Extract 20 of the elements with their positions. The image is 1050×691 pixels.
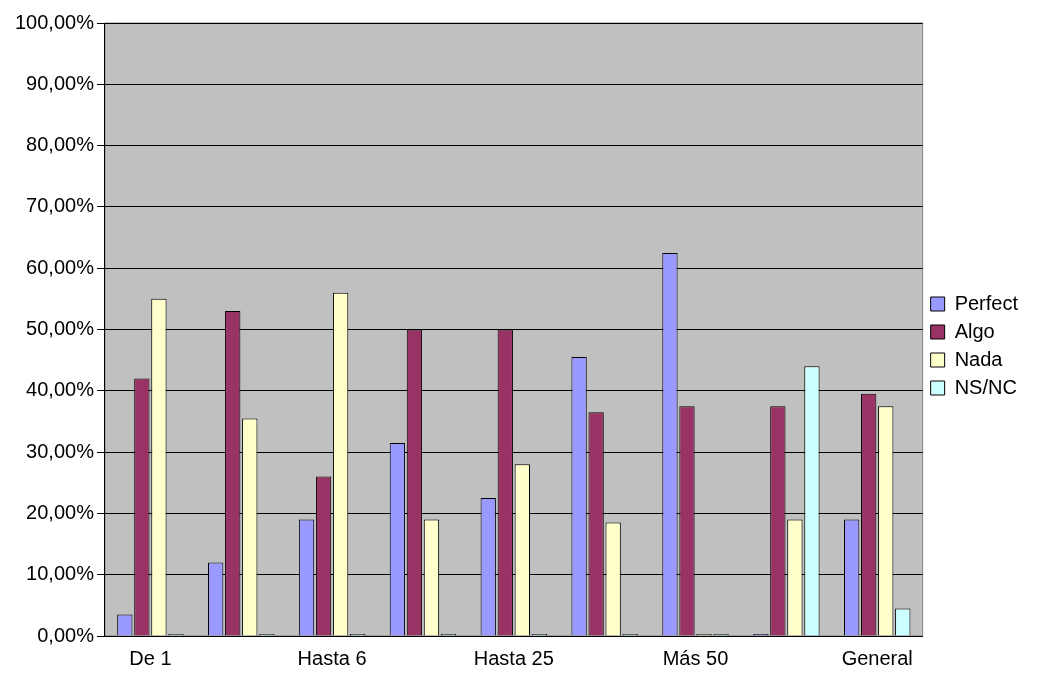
y-tick-label: 60,00% <box>26 255 95 278</box>
y-tick-label: 20,00% <box>26 500 95 523</box>
x-tick-label: Más 50 <box>662 646 729 669</box>
y-tick-label: 30,00% <box>26 439 95 462</box>
x-tick-label: General <box>841 646 913 669</box>
y-tick-label: 50,00% <box>26 317 95 340</box>
y-tick-label: 0,00% <box>37 623 95 646</box>
legend-label: Nada <box>954 347 1004 370</box>
y-tick-label: 40,00% <box>26 378 95 401</box>
legend-label: NS/NC <box>954 375 1017 398</box>
y-tick-label: 80,00% <box>26 133 95 156</box>
y-tick-label: 90,00% <box>26 71 95 94</box>
y-tick-label: 70,00% <box>26 194 95 217</box>
legend-label: Algo <box>954 319 995 342</box>
legend-label: Perfect <box>954 291 1019 314</box>
x-tick-label: Hasta 25 <box>473 646 554 669</box>
y-tick-label: 100,00% <box>14 10 95 33</box>
x-tick-label: De 1 <box>129 646 172 669</box>
y-tick-label: 10,00% <box>26 562 95 585</box>
x-tick-label: Hasta 6 <box>297 646 367 669</box>
